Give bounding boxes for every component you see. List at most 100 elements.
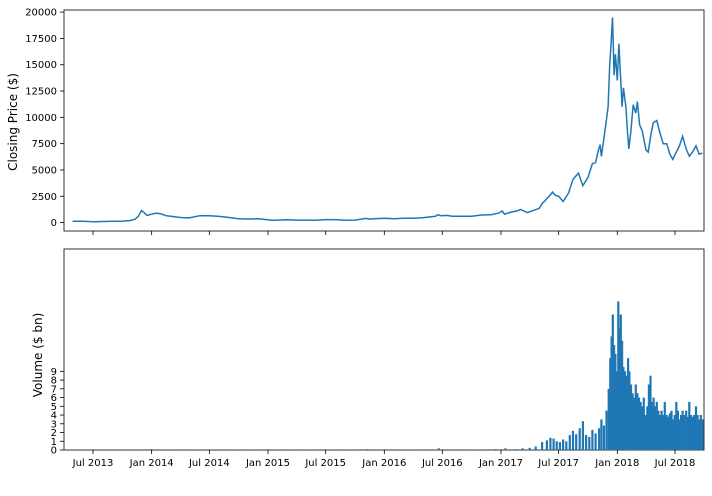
volume-y-tick-label: 0 xyxy=(51,446,57,457)
volume-bar xyxy=(678,419,681,450)
volume-bar xyxy=(685,410,688,450)
volume-bar xyxy=(309,449,312,450)
volume-bar xyxy=(562,439,565,450)
volume-x-tick-label: Jul 2015 xyxy=(304,458,346,469)
volume-bar xyxy=(663,401,666,450)
volume-y-tick-label: 7 xyxy=(51,384,57,395)
volume-bar xyxy=(614,353,617,450)
volume-bar xyxy=(585,435,588,450)
volume-bar xyxy=(568,435,571,450)
volume-bar xyxy=(521,448,524,450)
volume-bar xyxy=(617,301,620,450)
price-y-tick-label: 20000 xyxy=(25,8,57,19)
volume-bar xyxy=(649,375,652,450)
volume-bar xyxy=(591,429,594,450)
volume-x-tick-label: Jul 2013 xyxy=(72,458,114,469)
volume-y-tick-label: 4 xyxy=(51,411,57,422)
volume-x-tick-label: Jan 2015 xyxy=(245,458,290,469)
volume-bar xyxy=(610,336,613,450)
volume-bar xyxy=(552,438,555,450)
volume-bar xyxy=(698,419,701,450)
volume-bar xyxy=(654,406,657,450)
volume-bar xyxy=(600,419,603,450)
price-y-tick-label: 17500 xyxy=(25,34,57,45)
volume-bar xyxy=(676,410,679,450)
volume-bar xyxy=(694,406,698,450)
volume-y-tick-label: 5 xyxy=(51,402,57,413)
volume-bar xyxy=(251,449,255,450)
volume-bar xyxy=(658,415,662,450)
volume-bar xyxy=(212,449,215,450)
volume-bar xyxy=(683,415,686,450)
volume-bar xyxy=(348,449,351,450)
volume-bar xyxy=(598,428,601,450)
price-y-axis-label: Closing Price ($) xyxy=(6,73,20,171)
volume-bar xyxy=(619,314,622,450)
volume-bar xyxy=(594,433,597,450)
volume-bar xyxy=(634,384,637,450)
volume-bar xyxy=(693,415,696,450)
volume-bar xyxy=(193,449,196,450)
volume-bar xyxy=(581,421,584,450)
volume-bar xyxy=(680,415,683,450)
volume-bar xyxy=(605,410,608,450)
volume-y-tick-label: 6 xyxy=(51,393,57,404)
volume-bar xyxy=(545,440,548,450)
volume-bar xyxy=(633,397,636,450)
volume-bar xyxy=(611,314,614,450)
volume-bar xyxy=(541,442,544,450)
volume-x-tick-label: Jul 2016 xyxy=(421,458,463,469)
price-chart-panel: 0 2500 5000 7500 10000 12500 15000 17500 20000 C… xyxy=(6,8,705,235)
volume-bar xyxy=(534,446,537,450)
volume-bar xyxy=(528,447,531,450)
volume-bar xyxy=(625,375,628,450)
volume-bar xyxy=(629,384,633,450)
volume-bar xyxy=(655,401,658,450)
volume-y-tick-label: 9 xyxy=(51,367,57,378)
volume-bar xyxy=(271,449,274,450)
volume-bar xyxy=(406,449,409,450)
volume-bar xyxy=(588,436,591,450)
volume-bar xyxy=(639,401,642,450)
volume-bar xyxy=(173,449,176,450)
volume-bar xyxy=(696,415,699,450)
volume-bar xyxy=(387,449,390,450)
volume-bar xyxy=(675,401,678,450)
volume-bar xyxy=(672,419,675,450)
volume-bar xyxy=(232,449,235,450)
volume-bar xyxy=(150,449,153,450)
volume-x-tick-label: Jan 2018 xyxy=(594,458,639,469)
volume-bar xyxy=(607,388,610,450)
volume-bar xyxy=(647,384,650,450)
price-y-tick-label: 12500 xyxy=(25,87,57,98)
volume-bar xyxy=(688,401,691,450)
price-y-tick-label: 10000 xyxy=(25,113,57,124)
volume-bar xyxy=(455,449,458,450)
volume-bar xyxy=(514,449,517,450)
volume-bar xyxy=(156,449,159,450)
volume-y-tick-label: 3 xyxy=(51,419,57,430)
volume-y-tick-label: 8 xyxy=(51,376,57,387)
volume-bar xyxy=(366,449,369,450)
volume-x-tick-label: Jan 2016 xyxy=(361,458,406,469)
volume-bar xyxy=(644,415,647,450)
volume-bar xyxy=(668,413,671,450)
volume-bar xyxy=(426,449,429,450)
price-chart-axes-frame xyxy=(63,9,705,232)
volume-x-tick-label: Jan 2014 xyxy=(129,458,174,469)
volume-bar xyxy=(558,442,561,450)
price-y-tick-label: 0 xyxy=(51,218,57,229)
volume-bar xyxy=(701,419,704,450)
volume-bar xyxy=(636,393,639,450)
volume-bar xyxy=(575,434,578,450)
volume-bar xyxy=(437,448,440,450)
volume-bar xyxy=(691,416,694,450)
volume-bar xyxy=(549,437,552,450)
volume-x-tick-label: Jan 2017 xyxy=(478,458,523,469)
volume-bar xyxy=(689,415,692,450)
volume-bars xyxy=(150,301,704,450)
volume-y-axis-label: Volume ($ bn) xyxy=(31,313,45,397)
volume-bar xyxy=(662,415,665,450)
